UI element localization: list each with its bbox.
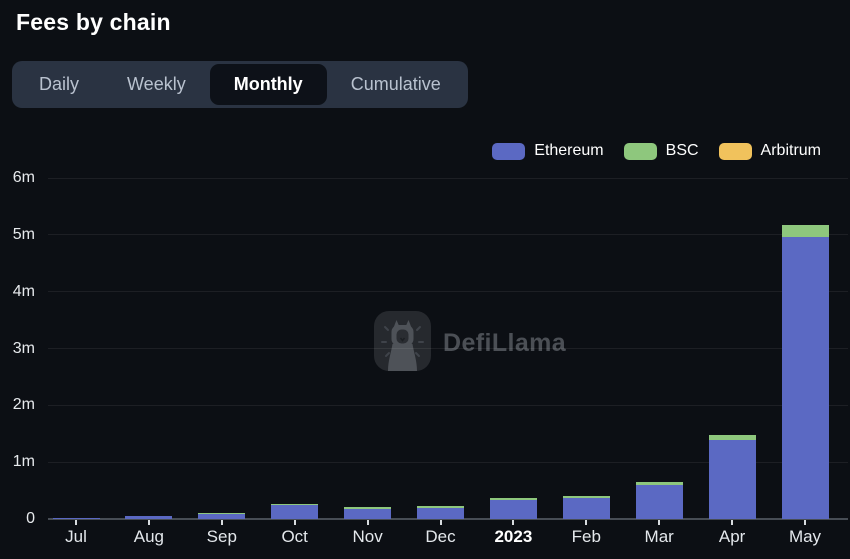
bar-aug <box>125 515 173 519</box>
y-axis-label: 3m <box>12 339 35 357</box>
gridline-1m <box>48 461 848 463</box>
legend-label: Ethereum <box>534 142 604 159</box>
x-axis-tick <box>366 520 369 525</box>
watermark: DefiLlama <box>374 311 566 376</box>
x-axis-label-oct: Oct <box>281 527 308 546</box>
bar-segment-bsc <box>635 482 683 485</box>
x-axis-tick <box>147 520 150 525</box>
bar-nov <box>344 507 392 519</box>
y-axis-label: 6m <box>12 169 35 186</box>
bar-segment-bsc <box>417 505 464 508</box>
x-axis-label-mar: Mar <box>644 527 674 546</box>
bar-segment-bsc <box>198 513 246 515</box>
page-title: Fees by chain <box>16 9 171 35</box>
x-axis-label-2023: 2023 <box>494 527 533 546</box>
legend-item-bsc[interactable]: BSC <box>623 142 699 160</box>
legend-label: BSC <box>665 142 699 159</box>
bar-segment-bsc <box>271 504 319 506</box>
bar-dec <box>417 505 464 519</box>
gridline-3m <box>48 348 848 349</box>
bar-segment-bsc <box>489 497 537 501</box>
bar-segment-bsc <box>562 496 610 498</box>
y-axis-label: 4m <box>12 282 35 300</box>
legend-item-arbitrum[interactable]: Arbitrum <box>718 142 821 160</box>
legend-label: Arbitrum <box>760 142 821 159</box>
x-axis-label-sep: Sep <box>206 527 237 546</box>
legend-item-ethereum[interactable]: Ethereum <box>492 142 604 160</box>
bar-sep <box>198 513 246 519</box>
x-axis-tick <box>512 520 515 525</box>
bar-2023 <box>489 497 537 519</box>
x-axis-label-apr: Apr <box>718 527 746 546</box>
bar-segment-ethereum <box>781 236 829 519</box>
bar-segment-ethereum <box>271 505 319 519</box>
bar-segment-ethereum <box>708 440 756 519</box>
legend-swatch-ethereum <box>492 142 526 160</box>
x-axis-tick <box>293 520 296 525</box>
y-axis-label: 1m <box>12 453 35 471</box>
x-axis-tick <box>75 520 77 525</box>
bar-jul <box>52 518 100 519</box>
x-axis-tick <box>658 520 661 525</box>
gridline-6m <box>48 177 848 179</box>
bar-segment-ethereum <box>635 484 683 519</box>
gridline-4m <box>48 291 848 293</box>
bar-feb <box>562 496 610 519</box>
bar-segment-ethereum <box>344 508 392 519</box>
gridline-2m <box>48 404 848 406</box>
y-axis-label: 5m <box>12 225 35 243</box>
bar-mar <box>635 482 683 519</box>
x-axis-label-aug: Aug <box>133 527 165 546</box>
bar-apr <box>708 435 756 519</box>
x-axis-tick <box>439 520 442 525</box>
bar-segment-ethereum <box>562 497 610 519</box>
defillama-logo-icon <box>374 311 431 376</box>
bar-segment-ethereum <box>489 500 537 519</box>
x-axis-tick <box>585 520 588 525</box>
bar-segment-bsc <box>708 435 756 441</box>
tab-cumulative[interactable]: Cumulative <box>327 64 465 105</box>
tab-daily[interactable]: Daily <box>15 64 103 105</box>
x-axis-line <box>48 518 848 520</box>
watermark-text: DefiLlama <box>443 329 567 357</box>
bar-segment-ethereum <box>417 507 464 519</box>
gridline-5m <box>48 234 848 236</box>
tab-weekly[interactable]: Weekly <box>103 64 210 105</box>
bar-segment-bsc <box>781 224 829 237</box>
x-axis-label-jul: Jul <box>65 527 87 546</box>
tab-monthly[interactable]: Monthly <box>209 64 327 105</box>
x-axis-label-feb: Feb <box>571 527 601 546</box>
bar-segment-bsc <box>344 507 392 509</box>
legend-swatch-arbitrum <box>718 142 752 160</box>
x-axis-tick <box>731 520 734 525</box>
bar-oct <box>271 504 319 519</box>
bar-segment-ethereum <box>52 518 100 519</box>
x-axis-label-dec: Dec <box>425 527 456 546</box>
chart-legend: Ethereum BSC Arbitrum <box>492 142 821 160</box>
x-axis-label-nov: Nov <box>352 527 383 546</box>
y-axis-label: 2m <box>12 396 35 414</box>
bar-segment-ethereum <box>125 516 173 519</box>
x-axis-tick <box>220 520 223 525</box>
period-tabbar: Daily Weekly Monthly Cumulative <box>12 61 468 108</box>
bar-segment-bsc <box>125 515 173 517</box>
x-axis-tick <box>804 520 806 525</box>
x-axis-label-may: May <box>788 527 822 546</box>
legend-swatch-bsc <box>623 142 657 160</box>
bar-segment-ethereum <box>198 514 246 519</box>
bar-may <box>781 224 829 519</box>
y-axis-label: 0 <box>26 510 35 527</box>
